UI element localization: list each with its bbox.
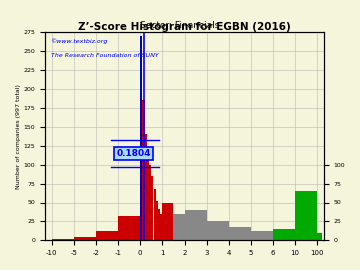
Bar: [156, 201, 158, 240]
Text: 0.1804: 0.1804: [116, 149, 151, 158]
Bar: [229, 227, 251, 240]
Bar: [145, 134, 147, 240]
Bar: [273, 229, 295, 240]
Bar: [295, 191, 318, 240]
Bar: [151, 176, 153, 240]
Bar: [118, 216, 140, 240]
Bar: [174, 214, 185, 240]
Bar: [96, 231, 118, 240]
Bar: [147, 151, 149, 240]
Bar: [318, 233, 322, 240]
Bar: [158, 208, 160, 240]
Text: ©www.textbiz.org: ©www.textbiz.org: [50, 39, 108, 44]
Bar: [207, 221, 229, 240]
Bar: [51, 239, 74, 240]
Bar: [162, 202, 174, 240]
Text: Sector: Financials: Sector: Financials: [140, 21, 220, 30]
Bar: [140, 36, 143, 240]
Bar: [251, 231, 273, 240]
Y-axis label: Number of companies (997 total): Number of companies (997 total): [15, 84, 21, 189]
Bar: [185, 210, 207, 240]
Title: Z’-Score Histogram for EGBN (2016): Z’-Score Histogram for EGBN (2016): [78, 22, 291, 32]
Bar: [74, 237, 96, 240]
Bar: [149, 165, 151, 240]
Text: The Research Foundation of SUNY: The Research Foundation of SUNY: [50, 53, 158, 58]
Bar: [160, 214, 162, 240]
Bar: [143, 100, 145, 240]
Bar: [153, 189, 156, 240]
